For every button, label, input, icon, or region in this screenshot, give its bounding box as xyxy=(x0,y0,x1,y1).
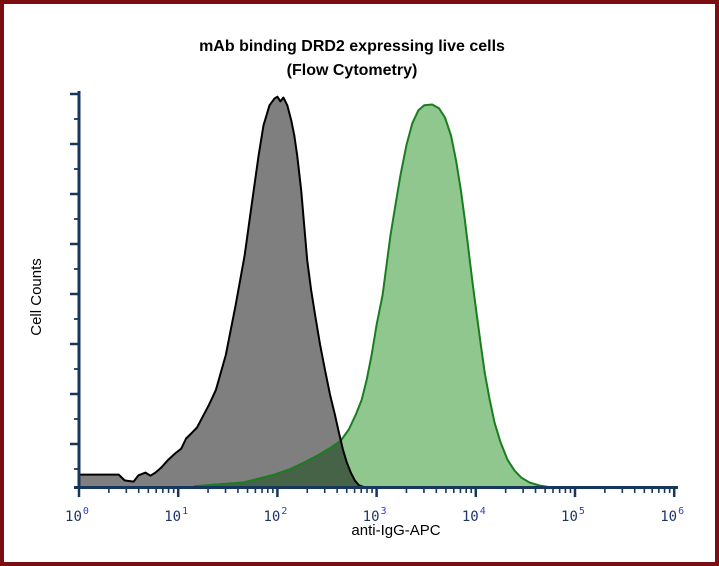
axis-ticks xyxy=(70,92,676,497)
gray-histogram-outline xyxy=(79,95,365,489)
gray-histogram-fill xyxy=(79,96,364,488)
flow-cytometry-chart: 100 101 102 103 104 105 106 mAb binding DRD2 e… xyxy=(28,38,684,539)
histogram-curves xyxy=(79,95,550,489)
x-tick-label: 102 xyxy=(263,506,287,525)
x-tick-label: 106 xyxy=(660,506,684,525)
chart-title: mAb binding DRD2 expressing live cells xyxy=(199,38,505,55)
x-tick-label: 105 xyxy=(561,506,585,525)
green-histogram-outline xyxy=(194,103,550,489)
chart-subtitle: (Flow Cytometry) xyxy=(287,62,418,79)
x-tick-label: 104 xyxy=(462,506,486,525)
x-tick-label: 101 xyxy=(164,506,188,525)
green-histogram-fill xyxy=(194,104,550,488)
x-tick-label: 100 xyxy=(65,506,89,525)
y-axis-label: Cell Counts xyxy=(28,258,45,336)
x-axis-label: anti-IgG-APC xyxy=(351,522,440,539)
